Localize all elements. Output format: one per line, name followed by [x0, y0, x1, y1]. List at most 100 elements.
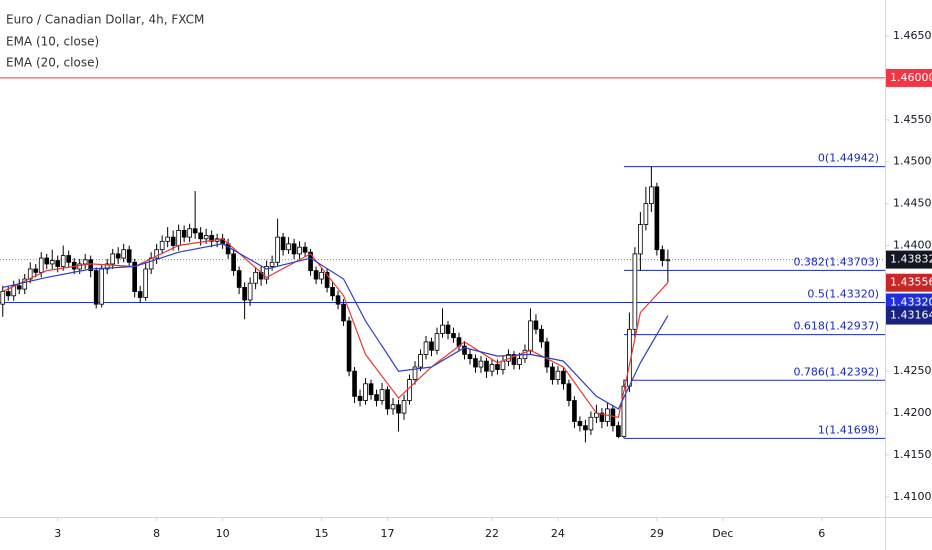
candle-body: [55, 260, 61, 267]
y-tick-label: 1.41000: [893, 490, 932, 503]
y-tick-label: 1.44000: [893, 239, 932, 252]
candle-body: [38, 257, 44, 273]
fib-label: 1(1.41698): [818, 423, 879, 436]
x-tick-label: 17: [381, 527, 395, 540]
candle-body: [407, 379, 412, 401]
candle-body: [489, 364, 495, 372]
price-badge: [886, 306, 932, 325]
candle-body: [247, 282, 253, 301]
candle-body: [93, 270, 99, 305]
price-badge-label: 1.46000: [890, 71, 932, 84]
candle-body: [660, 249, 665, 261]
y-tick-label: 1.45000: [893, 155, 932, 168]
x-tick-label: 10: [216, 527, 230, 540]
fib-label: 0.5(1.43320): [807, 287, 879, 300]
candle-body: [346, 320, 352, 372]
x-tick-label: 3: [54, 527, 61, 540]
x-tick-label: 6: [818, 527, 825, 540]
candle-body: [566, 383, 572, 401]
candle-body: [132, 261, 137, 292]
candle-body: [60, 255, 66, 267]
candle-body: [495, 364, 500, 370]
candle-body: [231, 253, 236, 272]
price-badge-label: 1.43556: [890, 276, 932, 289]
candle-body: [555, 370, 561, 380]
candle-body: [319, 271, 324, 280]
candle-body: [286, 243, 291, 251]
candle-body: [324, 271, 330, 288]
candle-body: [209, 235, 214, 242]
x-tick-label: 29: [650, 527, 664, 540]
price-badge-label: 1.43164: [890, 309, 932, 322]
y-tick-label: 1.45500: [893, 113, 932, 126]
fib-label: 0(1.44942): [818, 152, 879, 165]
y-tick-label: 1.46500: [893, 29, 932, 42]
candle-body: [330, 287, 335, 297]
candle-body: [374, 394, 379, 401]
candle-body: [654, 186, 660, 251]
candle-body: [16, 285, 22, 290]
fib-label: 0.786(1.42392): [793, 365, 879, 378]
candle-body: [0, 291, 6, 305]
candle-body: [253, 271, 258, 284]
price-badge: [886, 68, 932, 87]
indicator-label: EMA (20, close): [6, 56, 99, 70]
candle-body: [396, 404, 401, 414]
candle-body: [561, 370, 566, 385]
candle-body: [500, 360, 506, 370]
x-tick-label: 22: [485, 527, 499, 540]
chart-title: Euro / Canadian Dollar, 4h, FXCM: [6, 13, 204, 27]
candle-body: [533, 320, 539, 330]
y-tick-label: 1.42000: [893, 406, 932, 419]
candle-body: [484, 360, 489, 372]
candle-body: [104, 263, 110, 270]
price-badge-label: 1.43832: [890, 253, 932, 266]
candle-body: [412, 366, 418, 380]
candle-body: [198, 232, 203, 240]
candle-body: [280, 236, 286, 251]
candle-body: [77, 263, 83, 270]
candle-body: [115, 253, 121, 259]
indicator-label: EMA (10, close): [6, 35, 99, 49]
candle-body: [572, 400, 577, 422]
price-badge: [886, 250, 932, 269]
candle-body: [297, 246, 302, 255]
candle-body: [33, 268, 39, 273]
candle-body: [352, 370, 357, 397]
candle-body: [473, 358, 478, 368]
candle-body: [176, 230, 181, 246]
candle-body: [517, 358, 522, 365]
candle-body: [88, 259, 94, 272]
candle-body: [126, 249, 132, 263]
price-badge-label: 1.43320: [890, 295, 932, 308]
candle-body: [363, 383, 368, 401]
price-badge: [886, 273, 932, 292]
candle-body: [649, 186, 654, 205]
candle-body: [550, 366, 555, 380]
x-tick-label: Dec: [712, 527, 733, 540]
candle-body: [5, 291, 11, 297]
candle-body: [539, 328, 544, 343]
ema-line: [2, 243, 669, 410]
candle-body: [478, 360, 484, 368]
y-tick-label: 1.44500: [893, 197, 932, 210]
candle-body: [511, 354, 517, 365]
candle-body: [440, 324, 445, 334]
ema-line: [2, 238, 669, 418]
candle-body: [137, 291, 143, 298]
y-tick-label: 1.41500: [893, 448, 932, 461]
candle-body: [379, 389, 385, 401]
candle-body: [121, 249, 127, 259]
candle-body: [423, 341, 429, 355]
candle-body: [544, 341, 550, 368]
candle-body: [588, 416, 594, 431]
candle-body: [154, 249, 159, 259]
candle-body: [159, 240, 165, 251]
candle-body: [638, 224, 643, 255]
candle-body: [621, 385, 627, 437]
candle-body: [308, 251, 313, 272]
candle-body: [165, 236, 170, 242]
candle-body: [451, 333, 456, 339]
candle-body: [22, 278, 28, 290]
